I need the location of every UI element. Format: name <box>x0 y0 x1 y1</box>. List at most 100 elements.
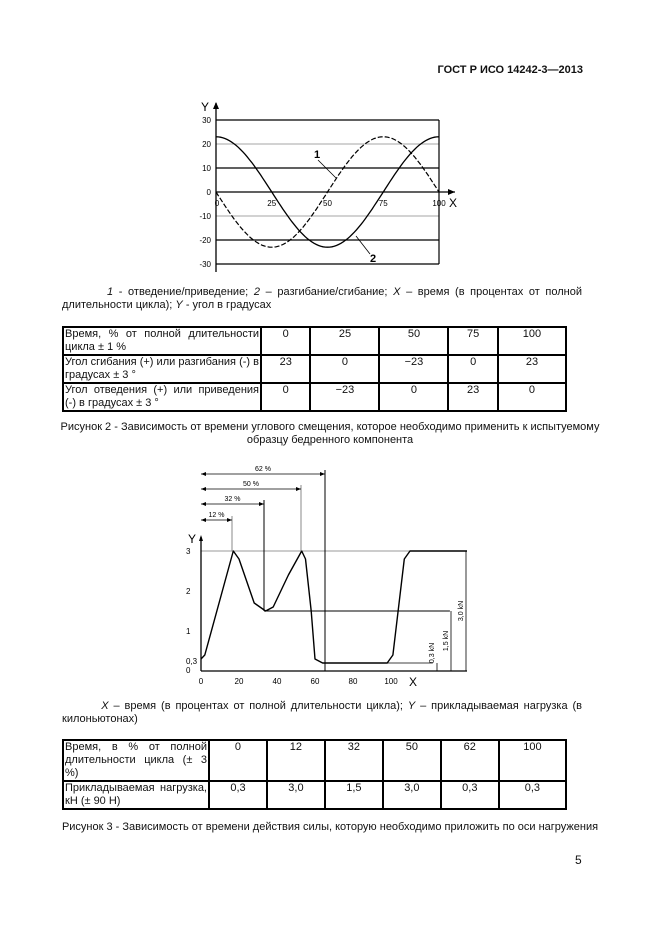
table-cell: −23 <box>309 382 381 412</box>
table-cell: 0 <box>309 354 381 384</box>
x-axis-arrow-icon <box>448 189 455 195</box>
page-number: 5 <box>575 853 582 867</box>
dimension-label: 12 % <box>209 512 225 519</box>
table-cell: 23 <box>496 354 568 384</box>
y-axis-arrow-icon <box>199 535 203 541</box>
x-tick-label: 25 <box>267 199 276 208</box>
y-axis-label: Y <box>201 100 209 114</box>
table-cell: 1,5 <box>323 780 384 810</box>
table-cell: 50 <box>381 739 442 782</box>
figure3-caption: Рисунок 3 - Зависимость от времени дейст… <box>61 821 599 833</box>
figure3-table: Время, в % от полной длительности цикла … <box>62 739 568 810</box>
table-row: Прикладываемая нагрузка, кН (± 90 Н) 0,3 3… <box>62 780 568 810</box>
level-label: 0,3 kN <box>429 643 436 663</box>
figure2-caption: Рисунок 2 - Зависимость от времени углов… <box>60 421 600 446</box>
x-tick-label: 75 <box>379 199 388 208</box>
row-label: Прикладываемая нагрузка, кН (± 90 Н) <box>62 780 210 810</box>
x-tick-label: 0 <box>215 199 220 208</box>
table-cell: 75 <box>447 326 499 356</box>
table-cell: 0,3 <box>497 780 568 810</box>
legend-text-x: – время (в процентах от полной длительно… <box>62 286 583 311</box>
table-cell: 100 <box>497 739 568 782</box>
y-tick-label: 10 <box>202 164 211 173</box>
table-cell: 0,3 <box>208 780 268 810</box>
table-cell: 0 <box>378 382 450 412</box>
legend-key-y: Y <box>175 299 183 311</box>
standard-header: ГОСТ Р ИСО 14242-3—2013 <box>437 64 583 76</box>
table-cell: 0 <box>259 326 312 356</box>
row-label: Время, % от полной длительности цикла ± … <box>62 326 262 356</box>
table-cell: 23 <box>447 382 499 412</box>
series-1-line <box>215 136 440 248</box>
table-cell: 0 <box>259 382 312 412</box>
legend-text-1: - отведение/приведение; <box>113 286 254 298</box>
dimension-label: 50 % <box>243 481 259 488</box>
x-axis-label: X <box>449 196 457 210</box>
y-tick-label: 0 <box>207 188 212 197</box>
legend-text-2: – разгибание/сгибание; <box>260 286 394 298</box>
table-cell: −23 <box>378 354 450 384</box>
y-tick-label: 30 <box>202 116 211 125</box>
legend-text-y: – прикладываемая нагрузка (в килоньютона… <box>62 700 582 725</box>
legend-key-1: 1 <box>107 286 114 298</box>
row-label: Угол сгибания (+) или разгибания (-) в г… <box>62 354 262 384</box>
x-tick-label: 80 <box>349 677 358 686</box>
table-cell: 12 <box>265 739 326 782</box>
dimension-label: 32 % <box>225 496 241 503</box>
series-2-line <box>215 136 440 248</box>
x-tick-label: 100 <box>432 199 446 208</box>
legend-text-y: - угол в градусах <box>182 299 272 311</box>
table-cell: 25 <box>309 326 381 356</box>
table-row: Угол отведения (+) или приведения (-) в … <box>62 382 568 412</box>
table-cell: 3,0 <box>381 780 442 810</box>
y-tick-label: 20 <box>202 140 211 149</box>
y-tick-label: -20 <box>199 236 211 245</box>
table-cell: 50 <box>378 326 450 356</box>
series-1-label: 1 <box>314 149 320 161</box>
figure2-legend: 1 - отведение/приведение; 2 – разгибание… <box>62 286 582 312</box>
x-axis-label: X <box>409 675 417 689</box>
table-cell: 0,3 <box>439 780 500 810</box>
table-row: Угол сгибания (+) или разгибания (-) в г… <box>62 354 568 384</box>
row-label: Время, в % от полной длительности цикла … <box>62 739 210 782</box>
y-axis-arrow-icon <box>213 102 219 109</box>
leader-line-1 <box>317 159 337 179</box>
legend-key-2: 2 <box>253 286 260 298</box>
leader-line-2 <box>355 235 371 255</box>
table-cell: 23 <box>259 354 312 384</box>
dimension-label: 62 % <box>255 466 271 473</box>
x-tick-label: 50 <box>323 199 332 208</box>
figure2-table: Время, % от полной длительности цикла ± … <box>62 326 568 412</box>
row-label: Угол отведения (+) или приведения (-) в … <box>62 382 262 412</box>
table-cell: 3,0 <box>265 780 326 810</box>
x-tick-label: 100 <box>384 677 398 686</box>
table-cell: 32 <box>323 739 384 782</box>
y-axis-label: Y <box>188 532 196 546</box>
x-tick-label: 40 <box>273 677 282 686</box>
table-cell: 0 <box>447 354 499 384</box>
table-cell: 100 <box>496 326 568 356</box>
series-2-label: 2 <box>370 253 376 265</box>
y-tick-label: 0 <box>186 666 191 675</box>
legend-key-x: X <box>393 286 401 298</box>
legend-text-x: – время (в процентах от полной длительно… <box>108 700 408 712</box>
table-cell: 0 <box>208 739 268 782</box>
y-tick-label: -10 <box>199 212 211 221</box>
x-tick-label: 60 <box>311 677 320 686</box>
table-cell: 0 <box>496 382 568 412</box>
table-cell: 62 <box>439 739 500 782</box>
y-tick-label: -30 <box>199 260 211 269</box>
figure3-legend: X – время (в процентах от полной длитель… <box>62 700 582 726</box>
x-tick-label: 20 <box>235 677 244 686</box>
legend-key-y: Y <box>407 700 416 712</box>
table-row: Время, % от полной длительности цикла ± … <box>62 326 568 356</box>
x-tick-label: 0 <box>199 677 204 686</box>
y-tick-label: 0,3 <box>186 657 198 666</box>
y-tick-label: 3 <box>186 547 191 556</box>
table-row: Время, в % от полной длительности цикла … <box>62 739 568 782</box>
load-curve <box>200 550 467 664</box>
legend-key-x: X <box>101 700 109 712</box>
y-tick-label: 1 <box>186 627 191 636</box>
